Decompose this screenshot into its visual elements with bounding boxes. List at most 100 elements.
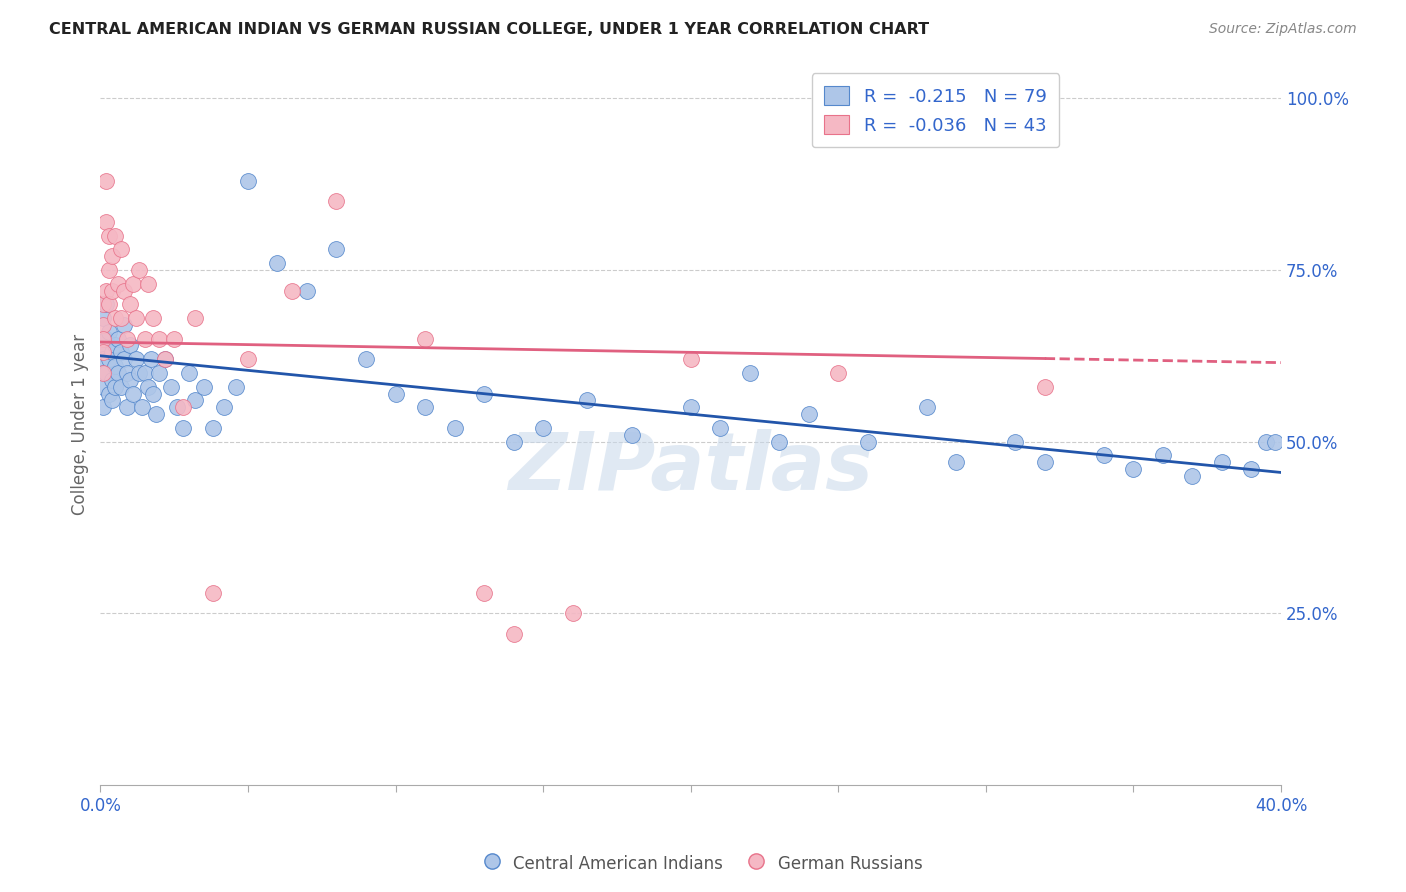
Point <box>1152 448 1174 462</box>
Point <box>472 585 495 599</box>
Point <box>101 249 124 263</box>
Point <box>131 401 153 415</box>
Point <box>172 421 194 435</box>
Point <box>96 332 118 346</box>
Point <box>236 352 259 367</box>
Point <box>325 243 347 257</box>
Point <box>148 332 170 346</box>
Point <box>118 373 141 387</box>
Point <box>104 338 127 352</box>
Point <box>155 352 177 367</box>
Point <box>98 325 121 339</box>
Point <box>104 228 127 243</box>
Point <box>134 332 156 346</box>
Point <box>104 359 127 373</box>
Point <box>96 215 118 229</box>
Point <box>136 277 159 291</box>
Point <box>107 277 129 291</box>
Point <box>104 379 127 393</box>
Point <box>91 379 114 393</box>
Point <box>856 434 879 449</box>
Point <box>107 366 129 380</box>
Point <box>98 263 121 277</box>
Point <box>101 284 124 298</box>
Point <box>1033 379 1056 393</box>
Point <box>679 401 702 415</box>
Point <box>1004 434 1026 449</box>
Point <box>163 332 186 346</box>
Point <box>413 401 436 415</box>
Point <box>561 606 583 620</box>
Point <box>768 434 790 449</box>
Point <box>1256 434 1278 449</box>
Point <box>827 366 849 380</box>
Point <box>110 345 132 359</box>
Point <box>112 284 135 298</box>
Point <box>145 407 167 421</box>
Point <box>1122 462 1144 476</box>
Point <box>139 352 162 367</box>
Point <box>225 379 247 393</box>
Point <box>110 311 132 326</box>
Point <box>91 352 114 367</box>
Point <box>107 332 129 346</box>
Legend: R =  -0.215   N = 79, R =  -0.036   N = 43: R = -0.215 N = 79, R = -0.036 N = 43 <box>811 73 1060 147</box>
Point <box>98 228 121 243</box>
Point <box>101 393 124 408</box>
Point <box>134 366 156 380</box>
Point <box>472 386 495 401</box>
Point <box>214 401 236 415</box>
Point <box>281 284 304 298</box>
Legend: Central American Indians, German Russians: Central American Indians, German Russian… <box>477 847 929 880</box>
Point <box>115 401 138 415</box>
Point <box>1211 455 1233 469</box>
Point <box>177 366 200 380</box>
Point <box>413 332 436 346</box>
Text: ZIPatlas: ZIPatlas <box>508 429 873 507</box>
Point <box>160 379 183 393</box>
Point <box>443 421 465 435</box>
Point <box>354 352 377 367</box>
Point <box>576 393 599 408</box>
Point <box>91 366 114 380</box>
Point <box>172 401 194 415</box>
Point <box>110 379 132 393</box>
Point <box>91 332 114 346</box>
Point <box>104 311 127 326</box>
Point <box>110 243 132 257</box>
Point <box>91 366 114 380</box>
Point <box>531 421 554 435</box>
Point <box>502 434 524 449</box>
Point <box>1240 462 1263 476</box>
Point <box>91 311 114 326</box>
Point <box>118 338 141 352</box>
Point <box>236 174 259 188</box>
Point <box>201 421 224 435</box>
Point <box>98 297 121 311</box>
Point <box>502 626 524 640</box>
Point <box>193 379 215 393</box>
Text: CENTRAL AMERICAN INDIAN VS GERMAN RUSSIAN COLLEGE, UNDER 1 YEAR CORRELATION CHAR: CENTRAL AMERICAN INDIAN VS GERMAN RUSSIA… <box>49 22 929 37</box>
Point <box>118 297 141 311</box>
Point <box>96 366 118 380</box>
Point <box>166 401 188 415</box>
Point <box>115 366 138 380</box>
Point <box>384 386 406 401</box>
Point <box>98 352 121 367</box>
Point <box>142 386 165 401</box>
Point <box>96 174 118 188</box>
Point <box>915 401 938 415</box>
Point <box>112 352 135 367</box>
Point <box>325 194 347 209</box>
Point <box>101 345 124 359</box>
Point <box>1092 448 1115 462</box>
Point <box>115 332 138 346</box>
Point <box>101 373 124 387</box>
Point <box>201 585 224 599</box>
Point <box>96 297 118 311</box>
Point <box>155 352 177 367</box>
Point <box>96 284 118 298</box>
Point <box>91 297 114 311</box>
Point <box>91 401 114 415</box>
Text: Source: ZipAtlas.com: Source: ZipAtlas.com <box>1209 22 1357 37</box>
